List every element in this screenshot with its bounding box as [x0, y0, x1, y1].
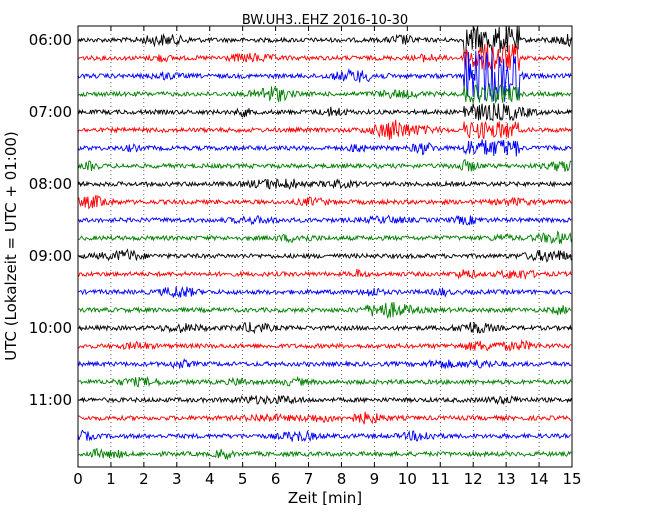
x-tick-label: 7 — [304, 470, 314, 488]
y-tick-label: 10:00 — [29, 319, 72, 337]
y-tick-label: 11:00 — [29, 391, 72, 409]
x-tick-label: 10 — [398, 470, 417, 488]
x-tick-label: 2 — [139, 470, 149, 488]
trace-group — [77, 26, 572, 461]
trace-row — [77, 178, 572, 190]
trace-row — [77, 230, 572, 244]
y-axis-ticks: 06:00 07:00 08:00 09:00 10:00 11:00 — [29, 31, 572, 409]
trace-row — [77, 44, 572, 71]
x-axis-ticks: 0 1 2 3 4 5 6 7 8 9 10 11 12 13 14 15 — [73, 26, 582, 488]
x-tick-label: 15 — [562, 470, 581, 488]
trace-row — [77, 248, 572, 263]
y-tick-label: 09:00 — [29, 247, 72, 265]
y-tick-label: 08:00 — [29, 175, 72, 193]
trace-row — [77, 339, 572, 352]
trace-row — [77, 214, 572, 226]
trace-row — [77, 103, 572, 122]
x-tick-label: 5 — [238, 470, 248, 488]
trace-row — [77, 26, 572, 54]
grid-lines — [110, 26, 540, 467]
trace-row — [77, 447, 572, 461]
trace-row — [77, 194, 572, 210]
x-tick-label: 8 — [337, 470, 347, 488]
y-tick-label: 07:00 — [29, 103, 72, 121]
x-tick-label: 14 — [530, 470, 549, 488]
trace-row — [77, 83, 572, 105]
x-tick-label: 6 — [271, 470, 281, 488]
y-axis-label: UTC (Lokalzeit = UTC + 01:00) — [2, 131, 20, 361]
trace-row — [77, 375, 572, 388]
y-tick-label: 06:00 — [29, 31, 72, 49]
x-tick-label: 9 — [370, 470, 380, 488]
trace-row — [77, 302, 572, 320]
trace-row — [77, 139, 572, 157]
x-tick-label: 12 — [464, 470, 483, 488]
trace-row — [77, 321, 572, 335]
x-tick-label: 4 — [205, 470, 215, 488]
x-axis-label: Zeit [min] — [288, 489, 362, 507]
trace-row — [77, 158, 572, 172]
trace-row — [77, 50, 572, 102]
trace-row — [77, 268, 572, 280]
trace-row — [77, 119, 572, 140]
trace-row — [77, 411, 572, 425]
x-tick-label: 0 — [73, 470, 83, 488]
x-tick-label: 11 — [431, 470, 450, 488]
x-tick-label: 1 — [106, 470, 116, 488]
chart-title: BW.UH3..EHZ 2016-10-30 — [242, 13, 408, 28]
trace-row — [77, 358, 572, 370]
trace-row — [77, 429, 572, 442]
trace-row — [77, 394, 572, 406]
x-tick-label: 13 — [497, 470, 516, 488]
plot-frame — [77, 25, 573, 468]
x-tick-label: 3 — [172, 470, 182, 488]
trace-row — [77, 286, 572, 298]
